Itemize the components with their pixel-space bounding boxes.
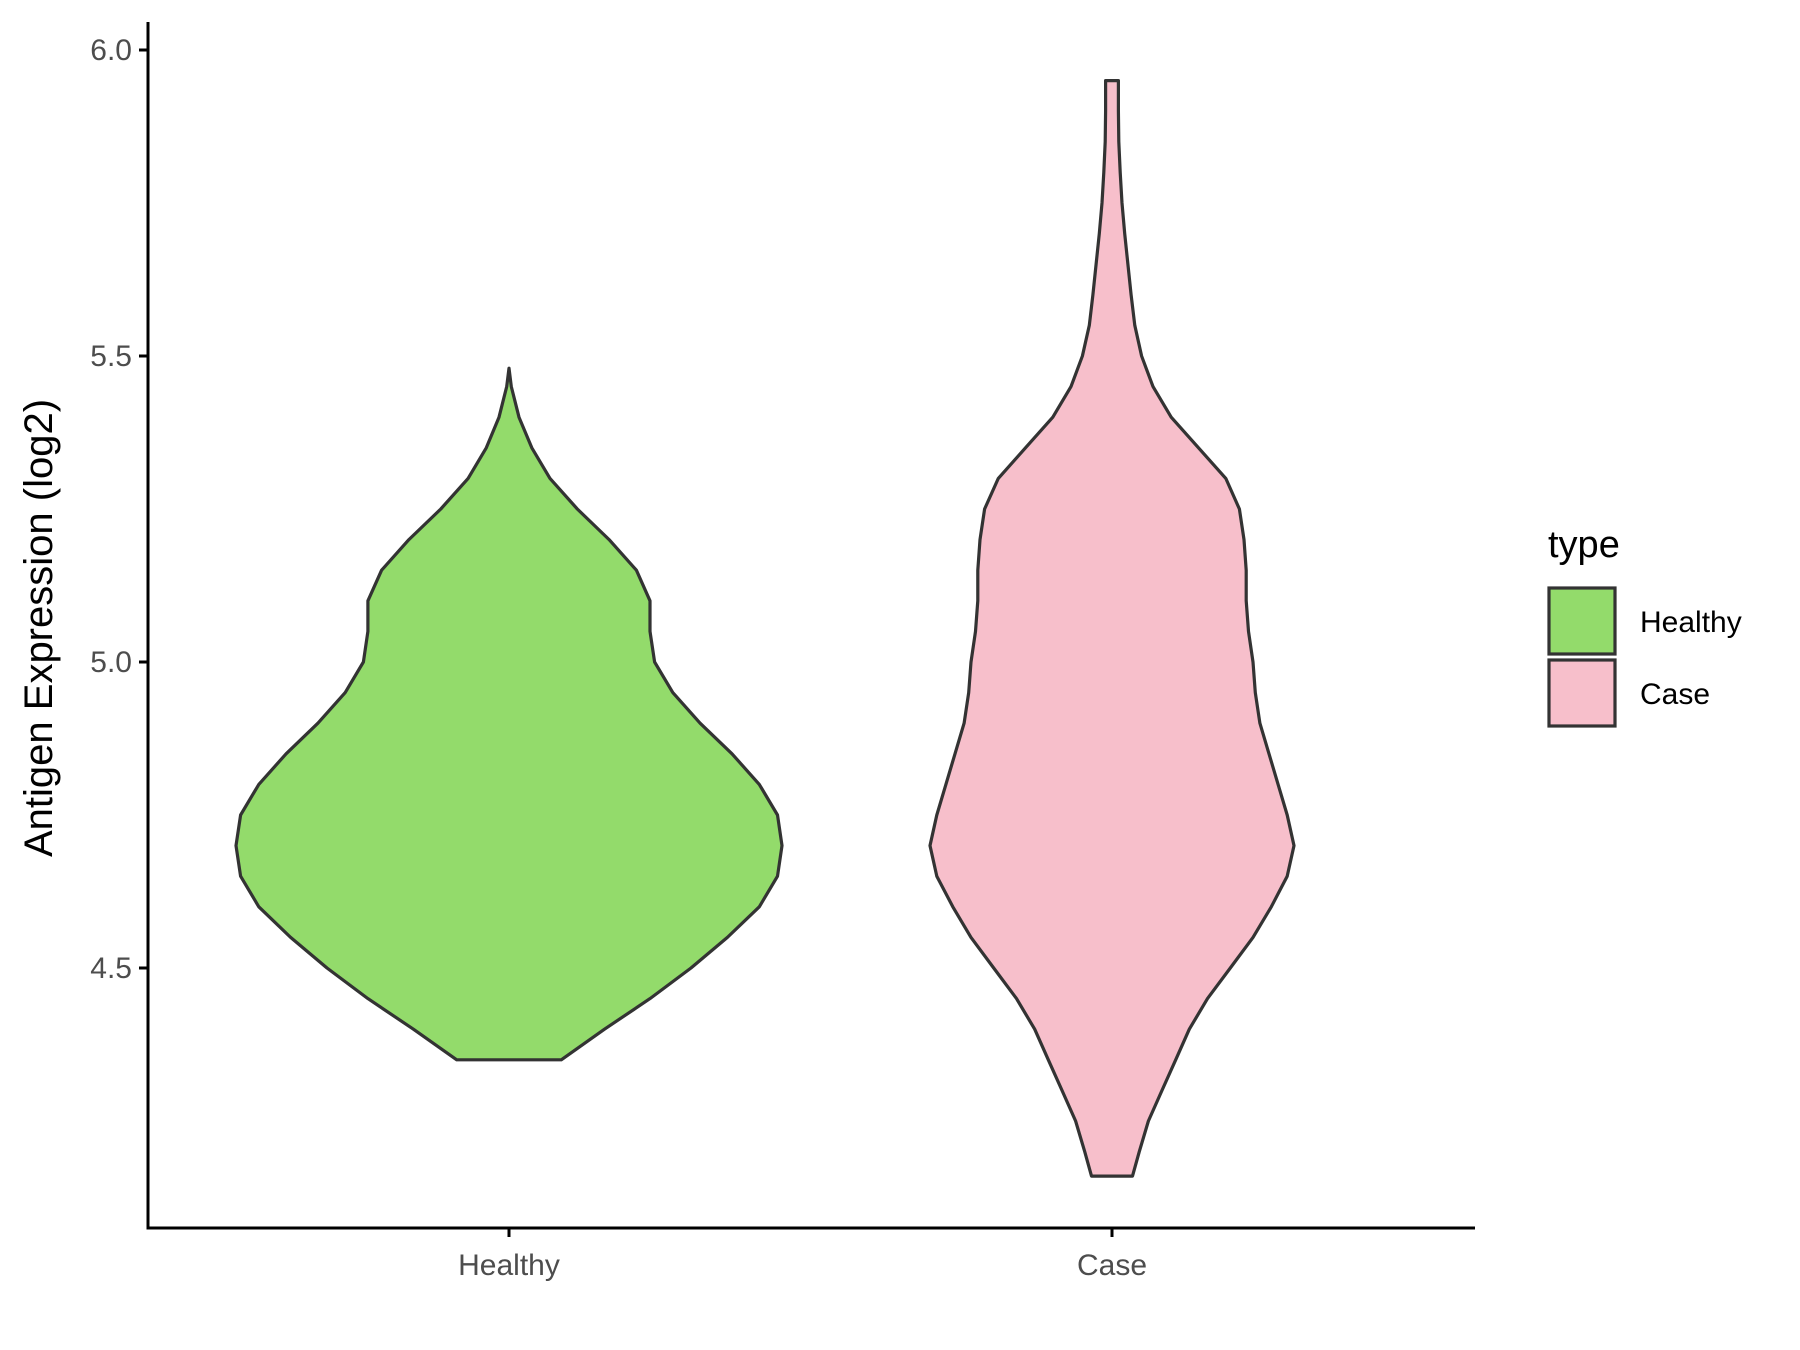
y-tick-label: 5.5 [90, 340, 132, 373]
x-tick-label: Case [1077, 1249, 1147, 1282]
y-tick-label: 4.5 [90, 952, 132, 985]
legend-label-healthy: Healthy [1640, 606, 1742, 639]
legend: type Healthy Case [1547, 524, 1742, 728]
legend-label-case: Case [1640, 678, 1710, 711]
legend-title: type [1548, 524, 1620, 566]
x-tick-label: Healthy [458, 1249, 560, 1282]
y-tick-label: 5.0 [90, 646, 132, 679]
y-axis: 4.5 5.0 5.5 6.0 [90, 22, 150, 1228]
legend-key-case [1547, 658, 1617, 728]
y-tick-label: 6.0 [90, 34, 132, 67]
x-axis: Healthy Case [146, 1226, 1475, 1282]
violin-case [928, 78, 1296, 1178]
violin-healthy [234, 366, 784, 1062]
plot-area [234, 78, 1296, 1178]
y-axis-title: Antigen Expression (log2) [17, 399, 61, 857]
legend-key-healthy [1547, 586, 1617, 656]
